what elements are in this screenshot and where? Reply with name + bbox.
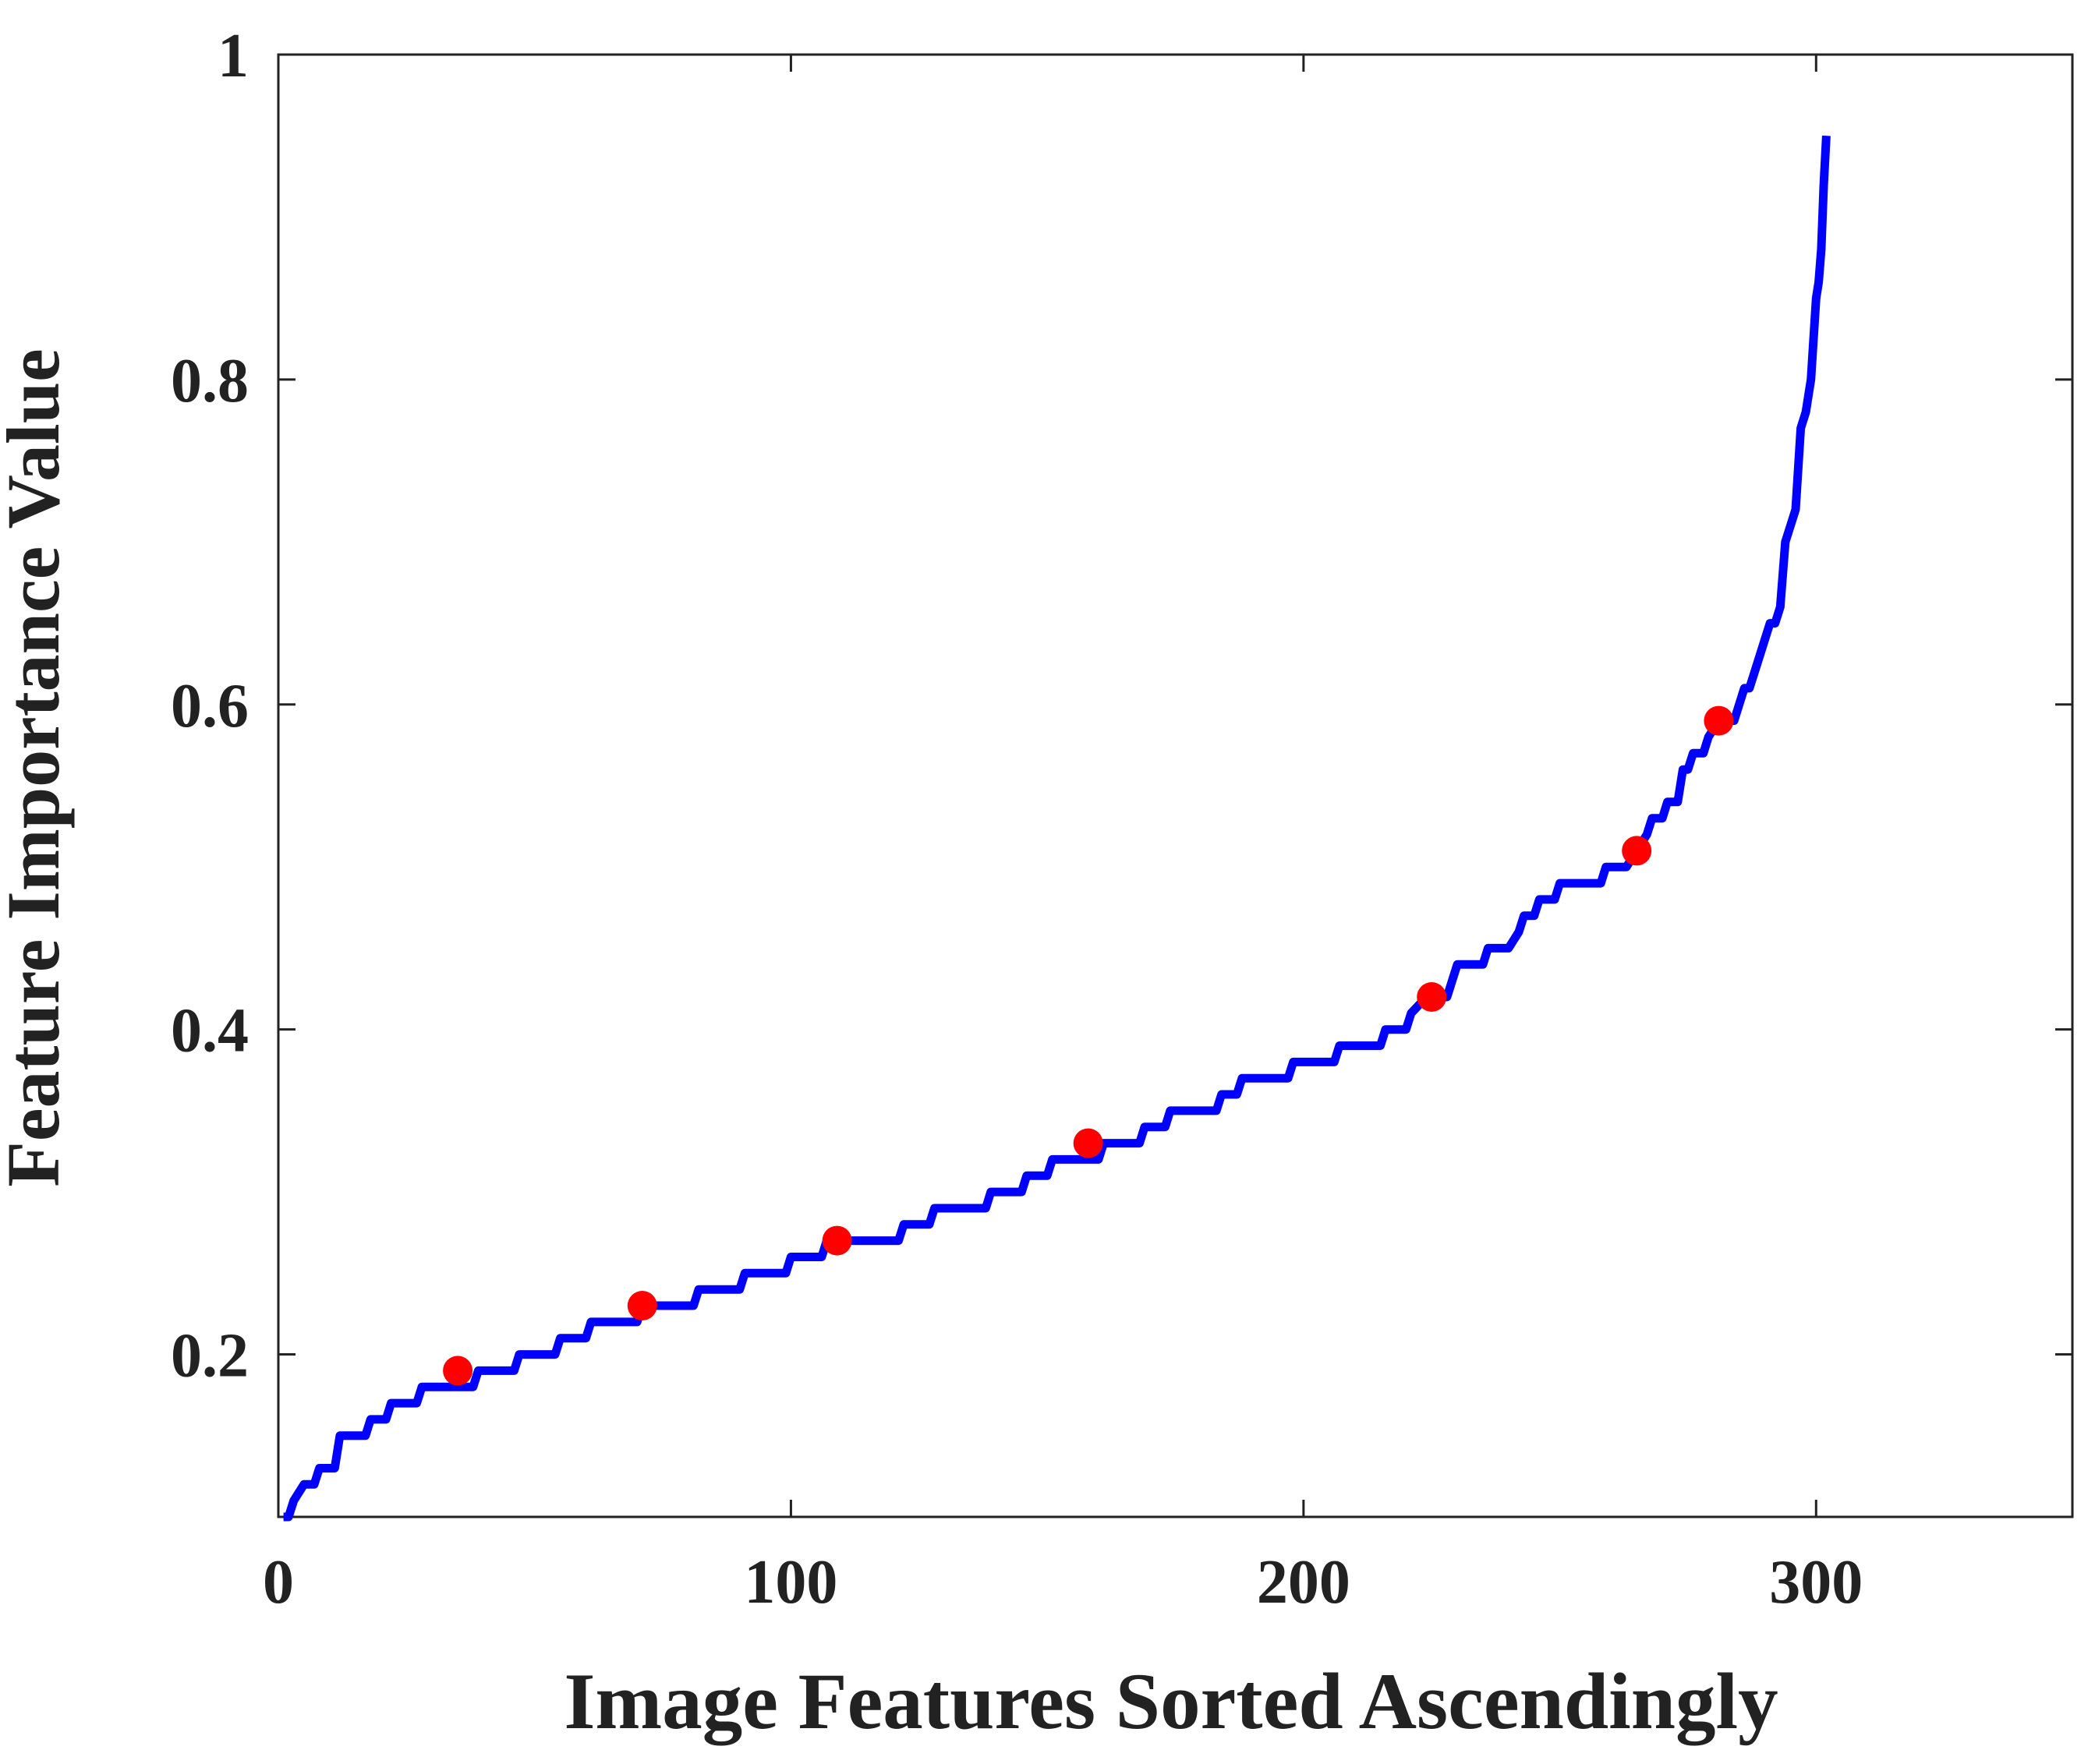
highlight-point: [1622, 836, 1652, 866]
y-tick-label: 0.6: [171, 672, 249, 741]
series-line: [283, 135, 1831, 1522]
x-tick-label: 0: [263, 1548, 294, 1617]
y-tick-label: 1: [218, 22, 249, 90]
y-axis-label: Feature Importance Value: [0, 348, 75, 1186]
x-tick-label: 200: [1257, 1548, 1350, 1617]
y-tick-label: 0.4: [171, 997, 249, 1066]
plot-frame: [277, 53, 2074, 1518]
y-tick-label: 0.2: [171, 1322, 249, 1391]
highlight-point: [1417, 982, 1447, 1012]
highlight-point: [627, 1291, 657, 1320]
x-tick-label: 300: [1769, 1548, 1863, 1617]
y-tick-label: 0.8: [171, 347, 249, 415]
highlight-point: [1073, 1128, 1103, 1158]
x-tick-label: 100: [744, 1548, 837, 1617]
highlight-point: [443, 1356, 473, 1386]
x-axis-label: Image Features Sorted Ascendingly: [564, 1657, 1778, 1746]
highlight-point: [822, 1225, 852, 1256]
highlight-point: [1704, 705, 1734, 736]
